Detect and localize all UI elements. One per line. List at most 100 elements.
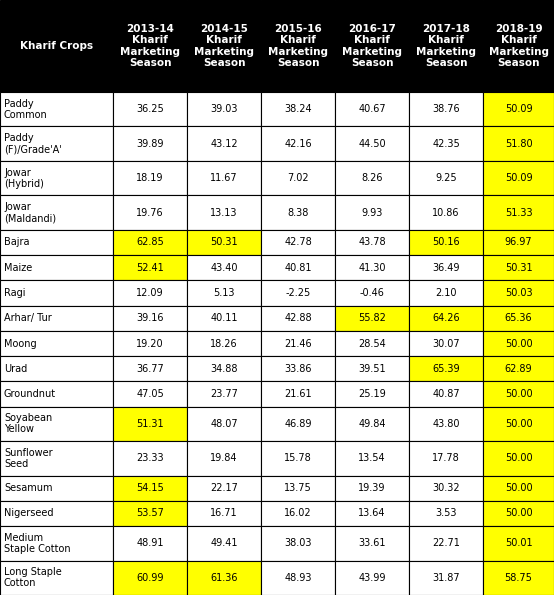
Text: 50.00: 50.00 [505, 483, 532, 493]
Bar [335, 255, 409, 280]
Text: 42.35: 42.35 [432, 139, 460, 149]
Bar [335, 306, 409, 331]
Bar [187, 230, 261, 255]
Bar [335, 406, 409, 441]
Bar [113, 306, 187, 331]
Text: 49.84: 49.84 [358, 419, 386, 429]
Bar [335, 127, 409, 161]
Text: 38.24: 38.24 [284, 104, 312, 114]
Bar [261, 560, 335, 595]
Text: 51.80: 51.80 [505, 139, 532, 149]
Text: Groundnut: Groundnut [4, 389, 56, 399]
Text: 64.26: 64.26 [432, 313, 460, 323]
Bar [0, 331, 113, 356]
Text: 46.89: 46.89 [284, 419, 312, 429]
Bar [335, 230, 409, 255]
Text: 50.09: 50.09 [505, 104, 532, 114]
Text: 13.13: 13.13 [211, 208, 238, 218]
Text: Sunflower
Seed: Sunflower Seed [4, 448, 53, 469]
Text: 38.03: 38.03 [284, 538, 312, 549]
Text: 30.32: 30.32 [432, 483, 460, 493]
Text: 50.09: 50.09 [505, 173, 532, 183]
Text: Bajra: Bajra [4, 237, 29, 248]
Bar [335, 0, 409, 92]
Bar [0, 255, 113, 280]
Text: -2.25: -2.25 [285, 288, 311, 298]
Bar [113, 475, 187, 501]
Text: 50.16: 50.16 [432, 237, 460, 248]
Text: 42.16: 42.16 [284, 139, 312, 149]
Text: 31.87: 31.87 [432, 573, 460, 583]
Bar [0, 475, 113, 501]
Text: 50.31: 50.31 [210, 237, 238, 248]
Text: 2015-16
Kharif
Marketing
Season: 2015-16 Kharif Marketing Season [268, 24, 328, 68]
Text: 39.03: 39.03 [211, 104, 238, 114]
Bar [113, 255, 187, 280]
Bar [113, 127, 187, 161]
Text: 62.89: 62.89 [505, 364, 532, 374]
Text: 9.25: 9.25 [435, 173, 457, 183]
Text: 43.40: 43.40 [211, 263, 238, 273]
Bar [261, 255, 335, 280]
Bar [335, 475, 409, 501]
Bar [483, 230, 554, 255]
Bar [409, 280, 483, 306]
Text: 22.17: 22.17 [210, 483, 238, 493]
Text: 50.00: 50.00 [505, 509, 532, 518]
Text: 50.00: 50.00 [505, 339, 532, 349]
Text: 11.67: 11.67 [210, 173, 238, 183]
Bar [0, 230, 113, 255]
Bar [409, 441, 483, 475]
Text: Paddy
(F)/Grade'A': Paddy (F)/Grade'A' [4, 133, 61, 154]
Text: 51.31: 51.31 [136, 419, 164, 429]
Bar [483, 501, 554, 526]
Text: Jowar
(Maldandi): Jowar (Maldandi) [4, 202, 56, 223]
Text: 58.75: 58.75 [505, 573, 532, 583]
Bar [261, 381, 335, 406]
Bar [113, 0, 187, 92]
Bar [335, 92, 409, 127]
Bar [409, 161, 483, 195]
Text: 50.31: 50.31 [505, 263, 532, 273]
Bar [187, 356, 261, 381]
Bar [261, 406, 335, 441]
Text: 62.85: 62.85 [136, 237, 164, 248]
Bar [261, 306, 335, 331]
Text: 39.89: 39.89 [136, 139, 164, 149]
Bar [335, 356, 409, 381]
Text: 21.61: 21.61 [284, 389, 312, 399]
Bar [0, 381, 113, 406]
Bar [261, 195, 335, 230]
Bar [409, 255, 483, 280]
Text: 43.78: 43.78 [358, 237, 386, 248]
Text: 52.41: 52.41 [136, 263, 164, 273]
Bar [187, 441, 261, 475]
Bar [483, 381, 554, 406]
Bar [0, 280, 113, 306]
Text: 12.09: 12.09 [136, 288, 164, 298]
Text: 36.49: 36.49 [432, 263, 460, 273]
Text: 49.41: 49.41 [211, 538, 238, 549]
Text: Arhar/ Tur: Arhar/ Tur [4, 313, 52, 323]
Bar [261, 526, 335, 560]
Text: 7.02: 7.02 [287, 173, 309, 183]
Text: 60.99: 60.99 [136, 573, 164, 583]
Text: 16.02: 16.02 [284, 509, 312, 518]
Text: Soyabean
Yellow: Soyabean Yellow [4, 414, 52, 434]
Bar [409, 526, 483, 560]
Text: 34.88: 34.88 [211, 364, 238, 374]
Bar [113, 406, 187, 441]
Text: Jowar
(Hybrid): Jowar (Hybrid) [4, 168, 44, 189]
Bar [409, 560, 483, 595]
Bar [483, 560, 554, 595]
Bar [409, 475, 483, 501]
Bar [261, 356, 335, 381]
Text: 50.00: 50.00 [505, 419, 532, 429]
Bar [0, 92, 113, 127]
Text: 2016-17
Kharif
Marketing
Season: 2016-17 Kharif Marketing Season [342, 24, 402, 68]
Text: 23.77: 23.77 [210, 389, 238, 399]
Bar [0, 161, 113, 195]
Bar [483, 526, 554, 560]
Bar [0, 0, 113, 92]
Text: Ragi: Ragi [4, 288, 25, 298]
